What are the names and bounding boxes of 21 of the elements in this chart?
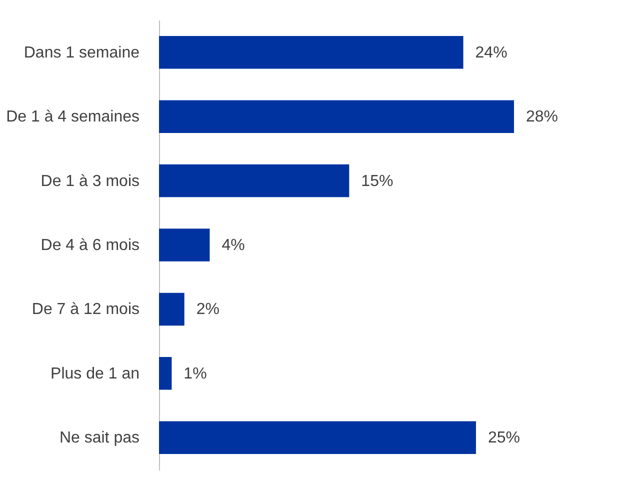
data-label: 24% — [475, 44, 508, 62]
y-tick-label: Plus de 1 an — [50, 365, 140, 382]
bar — [159, 421, 476, 454]
y-tick-label: De 7 à 12 mois — [32, 301, 140, 318]
bar — [159, 164, 350, 198]
data-label: 2% — [196, 301, 220, 318]
bar — [159, 36, 464, 69]
data-label: 28% — [526, 108, 558, 126]
data-label: 1% — [184, 365, 207, 382]
y-tick-label: Ne sait pas — [59, 430, 140, 447]
y-tick-label: De 1 à 3 mois — [40, 172, 140, 190]
bar — [159, 100, 514, 133]
bar — [159, 357, 172, 390]
data-label: 25% — [488, 430, 520, 447]
bar — [159, 228, 210, 262]
y-tick-label: Dans 1 semaine — [24, 44, 140, 62]
y-tick-label: De 1 à 4 semaines — [6, 108, 140, 126]
data-label: 15% — [361, 172, 394, 190]
bar — [159, 292, 184, 326]
y-tick-label: De 4 à 6 mois — [40, 237, 140, 254]
data-label: 4% — [222, 237, 245, 254]
